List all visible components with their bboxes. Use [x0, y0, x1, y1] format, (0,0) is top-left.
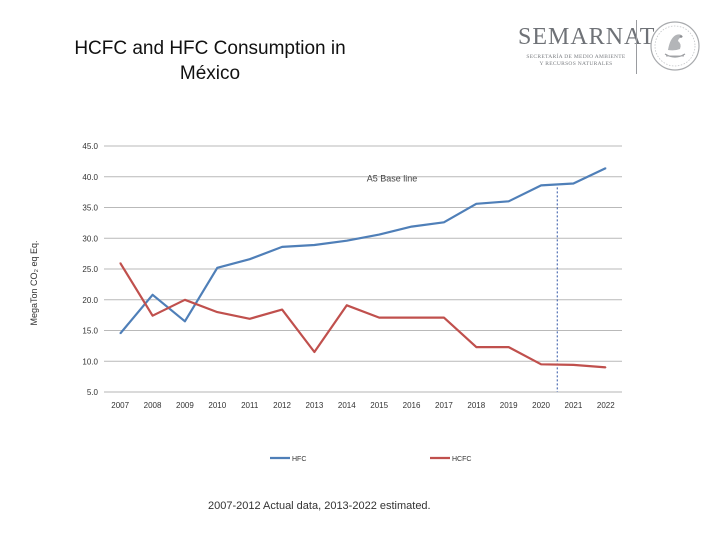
y-tick-label: 35.0 [82, 204, 98, 213]
x-tick-label: 2014 [338, 401, 356, 410]
data-point-hcfc [572, 364, 575, 366]
x-tick-label: 2020 [532, 401, 550, 410]
data-point-hfc [475, 203, 477, 205]
y-axis-label: MegaTon CO₂ eq Eq. [29, 240, 39, 325]
data-point-hfc [119, 332, 121, 335]
data-point-hcfc [508, 346, 510, 348]
data-point-hcfc [605, 366, 607, 368]
series-lines [119, 167, 607, 369]
data-point-hfc [313, 244, 316, 246]
data-point-hfc [216, 267, 218, 269]
slide-title-line-1: HCFC and HFC Consumption in [74, 38, 346, 59]
series-line-hfc [119, 167, 607, 335]
mexican-coat-of-arms-seal-icon [650, 21, 700, 71]
data-point-hfc [605, 167, 607, 169]
x-tick-label: 2010 [208, 401, 226, 410]
y-tick-label: 25.0 [82, 265, 98, 274]
data-point-hcfc [216, 311, 218, 313]
y-tick-label: 30.0 [82, 234, 98, 243]
y-tick-label: 5.0 [87, 388, 99, 397]
data-point-hcfc [540, 363, 542, 365]
logo-subtitle-line-2: Y RECURSOS NATURALES [539, 61, 613, 67]
legend-label-hfc: HFC [292, 456, 306, 463]
x-tick-label: 2011 [241, 401, 259, 410]
data-point-hcfc [151, 315, 154, 317]
data-point-hcfc [281, 308, 283, 311]
y-tick-label: 20.0 [82, 296, 98, 305]
y-tick-label: 10.0 [82, 357, 98, 366]
x-tick-label: 2022 [597, 401, 615, 410]
logo-wordmark: SEMARNAT [518, 24, 656, 50]
a5-baseline-label: A5 Base line [367, 174, 418, 184]
logo-divider [636, 20, 637, 74]
data-point-hfc [249, 258, 251, 260]
x-tick-label: 2016 [403, 401, 421, 410]
x-tick-label: 2007 [111, 401, 129, 410]
data-point-hcfc [410, 316, 413, 319]
x-tick-label: 2015 [370, 401, 388, 410]
slide-title: HCFC and HFC Consumption in México [40, 36, 380, 86]
grid-lines [104, 145, 622, 362]
semarnat-logo: SEMARNAT SECRETARÍA DE MEDIO AMBIENTE Y … [512, 18, 702, 80]
data-point-hfc [443, 221, 445, 223]
x-tick-label: 2019 [500, 401, 518, 410]
footnote: 2007-2012 Actual data, 2013-2022 estimat… [208, 500, 431, 512]
y-tick-label: 15.0 [82, 327, 98, 336]
x-tick-label: 2021 [565, 401, 583, 410]
y-tick-label: 40.0 [82, 173, 98, 182]
logo-subtitle-line-1: SECRETARÍA DE MEDIO AMBIENTE [526, 54, 626, 60]
data-point-hcfc [119, 262, 121, 264]
data-point-hfc [346, 240, 348, 242]
data-point-hfc [540, 184, 542, 186]
data-point-hfc [410, 225, 413, 228]
data-point-hcfc [346, 304, 348, 306]
legend-label-hcfc: HCFC [452, 456, 471, 463]
series-line-hcfc [119, 262, 606, 369]
legend: HFC HCFC [270, 456, 471, 463]
y-axis-ticks: 5.0 10.0 15.0 20.0 25.0 30.0 35.0 40.0 45.0 [82, 142, 98, 397]
x-tick-label: 2018 [467, 401, 485, 410]
x-axis-ticks: 2007 2008 2009 2010 2011 2012 2013 2014 2015 2016… [111, 401, 615, 410]
data-point-hcfc [313, 351, 316, 353]
slide-title-line-2: México [179, 63, 241, 84]
x-tick-label: 2009 [176, 401, 194, 410]
data-point-hfc [281, 246, 283, 248]
data-point-hfc [378, 233, 380, 236]
y-tick-label: 45.0 [82, 142, 98, 151]
data-point-hcfc [378, 316, 380, 319]
data-point-hcfc [249, 318, 251, 320]
x-tick-label: 2008 [144, 401, 162, 410]
data-point-hcfc [475, 346, 477, 348]
data-point-hcfc [184, 299, 186, 301]
data-point-hfc [184, 320, 186, 322]
x-tick-label: 2013 [306, 401, 324, 410]
logo-subtitle: SECRETARÍA DE MEDIO AMBIENTE Y RECURSOS … [518, 54, 634, 68]
x-tick-label: 2012 [273, 401, 291, 410]
data-point-hfc [151, 294, 154, 296]
data-point-hcfc [443, 316, 445, 319]
data-point-hfc [572, 182, 575, 185]
data-point-hfc [508, 200, 510, 202]
x-tick-label: 2017 [435, 401, 453, 410]
